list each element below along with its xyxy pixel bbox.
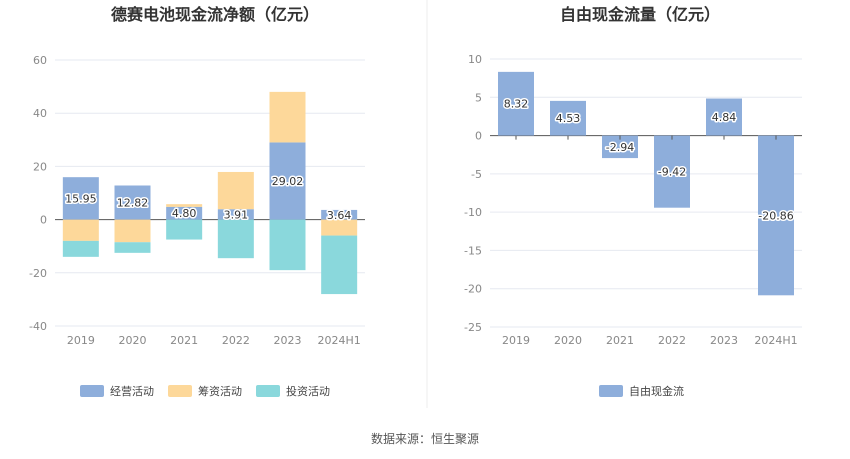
- legend-label-investing: 投资活动: [286, 384, 330, 398]
- data-label: 3.91: [224, 208, 249, 221]
- y-tick-label: 20: [33, 160, 47, 173]
- x-tick-label: 2023: [274, 334, 302, 347]
- data-label: -9.42: [658, 166, 686, 179]
- bar-自由现金流-2019: [498, 71, 534, 136]
- cash-flow-x-axis: 2019 2020 2021 2022 2023 2024H1: [67, 334, 361, 347]
- bar-自由现金流-2022: [654, 135, 690, 208]
- data-label: 4.80: [172, 207, 197, 220]
- y-tick-label: -25: [464, 321, 482, 334]
- y-tick-label: 10: [468, 53, 482, 66]
- legend-swatch-free-cash-flow: [599, 385, 623, 397]
- bar-投资活动-2022: [217, 219, 254, 259]
- bar-经营活动-2022: [217, 209, 254, 220]
- legend-label-operating: 经营活动: [110, 384, 154, 398]
- data-label: 4.53: [556, 112, 581, 125]
- bar-筹资活动-2022: [217, 171, 254, 210]
- free-cash-flow-data-labels: 8.32 4.53 -2.94 -9.42 4.84 -20.86: [502, 96, 795, 224]
- bar-筹资活动-2023: [269, 91, 306, 143]
- data-label: 29.02: [272, 175, 304, 188]
- y-tick-label: 0: [40, 214, 47, 227]
- x-tick-label: 2019: [502, 334, 530, 347]
- y-tick-label: 60: [33, 54, 47, 67]
- bar-经营活动-2021: [166, 206, 203, 220]
- y-tick-label: 40: [33, 107, 47, 120]
- data-label: 4.84: [712, 111, 737, 124]
- cash-flow-y-axis: -40 -20 0 20 40 60: [29, 54, 47, 333]
- bar-投资活动-2020: [114, 242, 151, 253]
- free-cash-flow-y-axis: -25 -20 -15 -10 -5 0 5 10: [464, 53, 482, 334]
- free-cash-flow-chart-title: 自由现金流量（亿元）: [560, 5, 720, 24]
- y-tick-label: -15: [464, 244, 482, 257]
- bar-自由现金流-2023: [706, 98, 742, 136]
- x-tick-label: 2019: [67, 334, 95, 347]
- legend-label-financing: 筹资活动: [198, 384, 242, 398]
- bar-经营活动-2024H1: [321, 209, 358, 220]
- bar-筹资活动-2019: [62, 219, 99, 241]
- free-cash-flow-legend: 自由现金流: [599, 384, 684, 398]
- y-tick-label: 5: [475, 91, 482, 104]
- data-source-note: 数据来源：恒生聚源: [371, 431, 479, 446]
- legend-swatch-financing: [168, 385, 192, 397]
- cash-flow-data-labels: 15.95 12.82 4.80 3.91 29.02 3.64: [64, 174, 353, 224]
- free-cash-flow-x-axis: 2019 2020 2021 2022 2023 2024H1: [502, 135, 798, 347]
- bar-经营活动-2023: [269, 142, 306, 220]
- x-tick-label: 2021: [606, 334, 634, 347]
- cash-flow-chart-title: 德赛电池现金流净额（亿元）: [111, 5, 319, 24]
- data-label: 3.64: [327, 209, 352, 222]
- x-tick-label: 2023: [710, 334, 738, 347]
- x-tick-label: 2021: [170, 334, 198, 347]
- x-tick-label: 2024H1: [318, 334, 361, 347]
- bar-投资活动-2019: [62, 240, 99, 257]
- bar-投资活动-2021: [166, 219, 203, 240]
- y-tick-label: 0: [475, 130, 482, 143]
- x-tick-label: 2020: [119, 334, 147, 347]
- y-tick-label: -40: [29, 320, 47, 333]
- y-tick-label: -10: [464, 206, 482, 219]
- cash-flow-grid: [55, 59, 365, 327]
- legend-swatch-investing: [256, 385, 280, 397]
- y-tick-label: -20: [29, 267, 47, 280]
- bar-自由现金流-2021: [602, 135, 638, 159]
- free-cash-flow-grid: [490, 58, 802, 328]
- bar-经营活动-2019: [62, 177, 99, 220]
- bar-筹资活动-2021: [166, 204, 203, 207]
- x-tick-label: 2022: [222, 334, 250, 347]
- x-tick-label: 2020: [554, 334, 582, 347]
- bar-自由现金流-2020: [550, 100, 586, 136]
- cash-flow-legend: 经营活动 筹资活动 投资活动: [80, 384, 330, 398]
- data-label: 15.95: [65, 192, 97, 205]
- bar-投资活动-2023: [269, 219, 306, 271]
- free-cash-flow-bars: [498, 71, 794, 296]
- data-label: 8.32: [504, 98, 529, 111]
- bar-筹资活动-2020: [114, 219, 151, 243]
- bar-经营活动-2020: [114, 185, 151, 220]
- cash-flow-chart: 德赛电池现金流净额（亿元） -40 -20 0 20 40 60 2019 2020 2021…: [29, 5, 365, 398]
- legend-swatch-operating: [80, 385, 104, 397]
- legend-label-free-cash-flow: 自由现金流: [629, 384, 684, 398]
- bar-投资活动-2024H1: [321, 235, 358, 295]
- data-label: 12.82: [117, 197, 149, 210]
- x-tick-label: 2022: [658, 334, 686, 347]
- y-tick-label: -5: [471, 168, 482, 181]
- cash-flow-bars: [62, 91, 358, 295]
- x-tick-label: 2024H1: [754, 334, 797, 347]
- bar-自由现金流-2024H1: [758, 135, 794, 296]
- bar-筹资活动-2024H1: [321, 219, 358, 236]
- data-label: -2.94: [606, 141, 634, 154]
- y-tick-label: -20: [464, 283, 482, 296]
- data-label: -20.86: [758, 209, 793, 222]
